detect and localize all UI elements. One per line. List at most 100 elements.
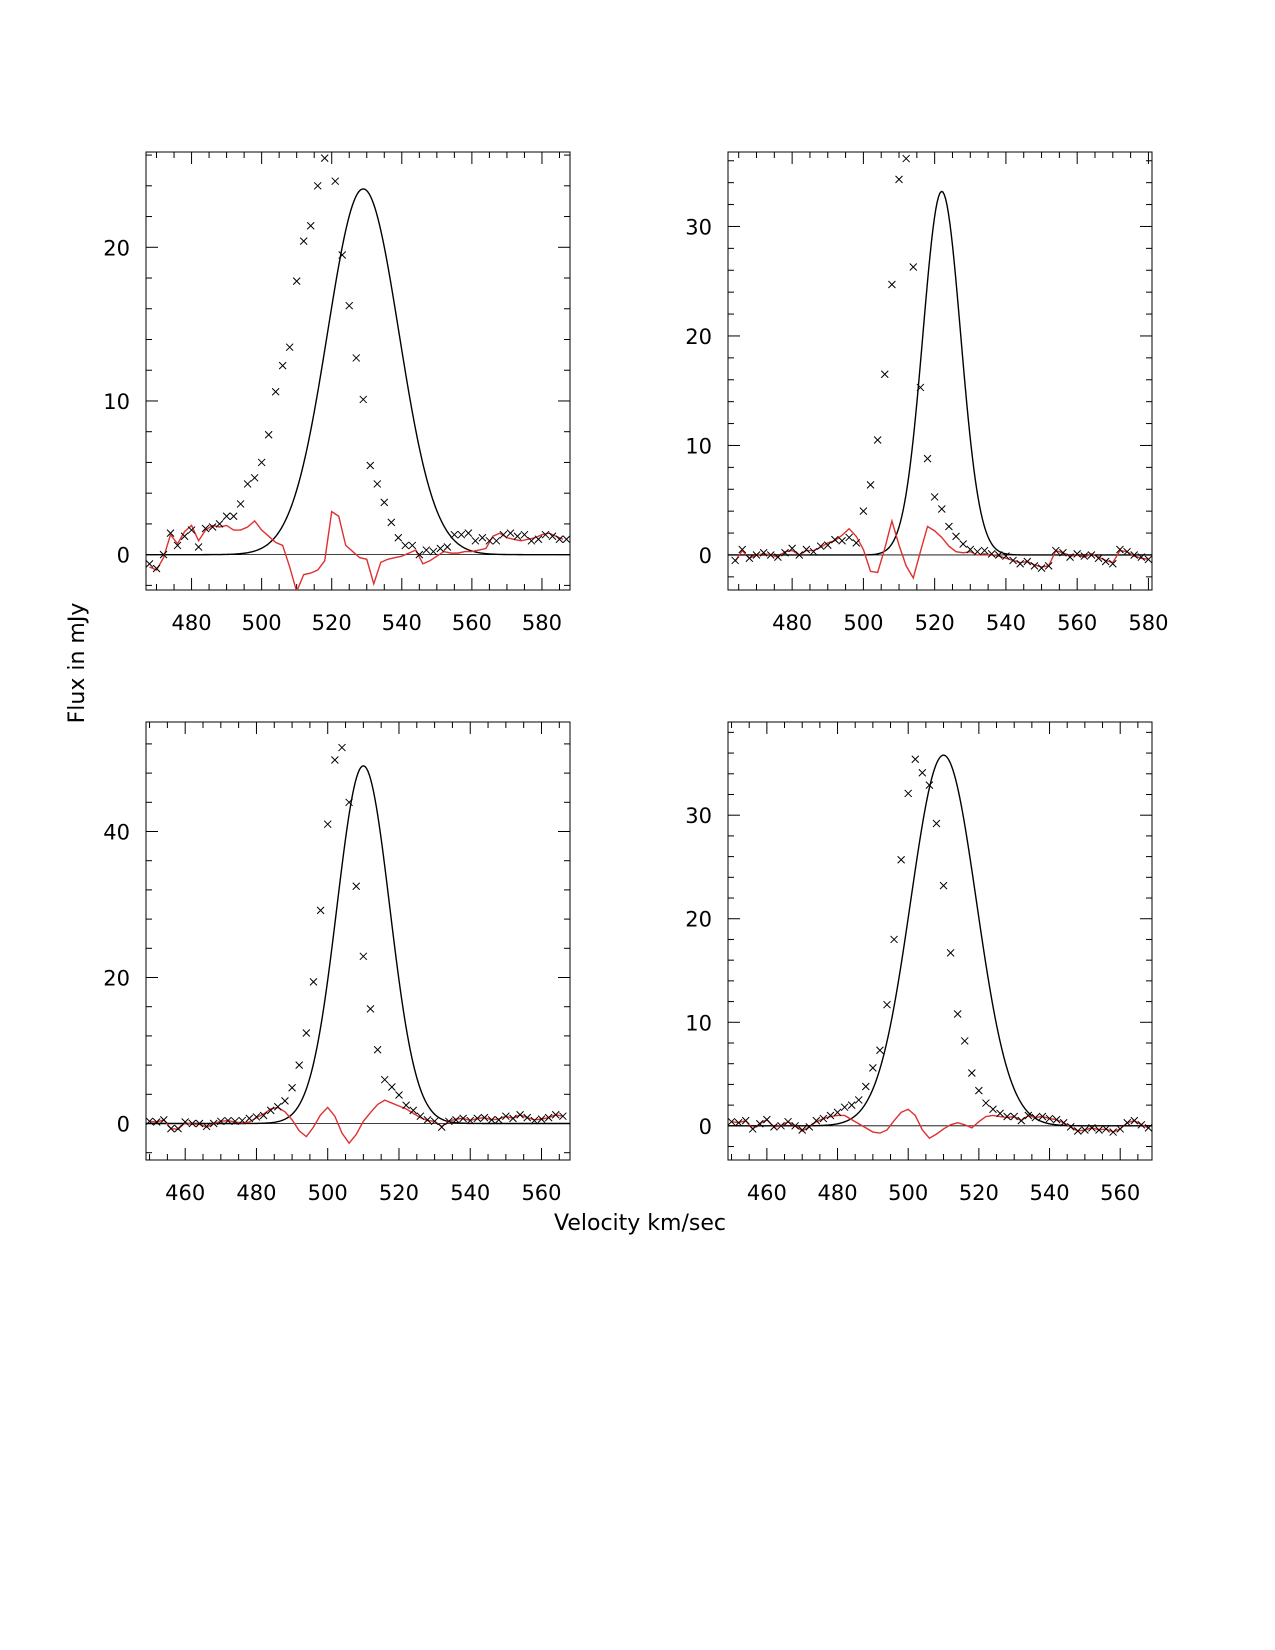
data-point: [1030, 562, 1039, 570]
data-point: [537, 1115, 546, 1123]
data-point: [302, 1029, 311, 1037]
data-point: [904, 789, 913, 798]
data-point: [1130, 551, 1139, 559]
x-tick-label: 480: [236, 1181, 276, 1205]
plot-frame: [727, 721, 1153, 1161]
data-point: [373, 1045, 382, 1054]
data-point: [939, 881, 948, 890]
data-point: [911, 755, 920, 764]
data-point: [1087, 551, 1096, 559]
data-point: [245, 1114, 254, 1123]
data-point: [777, 1121, 785, 1130]
data-point: [766, 551, 775, 559]
plot-frame: [145, 721, 571, 1161]
data-point: [373, 480, 382, 488]
data-point: [380, 1075, 389, 1084]
data-point: [952, 532, 960, 541]
data-point: [880, 370, 889, 379]
data-point: [826, 1111, 835, 1120]
data-point: [840, 1103, 849, 1112]
fit-curve: [146, 188, 570, 556]
data-point: [1088, 1124, 1096, 1132]
data-point: [352, 354, 361, 362]
data-point: [422, 546, 431, 554]
data-point: [1031, 1113, 1040, 1122]
fit-curve: [728, 754, 1152, 1127]
data-point: [480, 1113, 489, 1122]
data-point: [278, 361, 287, 370]
data-point: [1037, 564, 1046, 572]
data-point: [945, 522, 953, 531]
data-point: [288, 1083, 296, 1092]
data-point: [443, 543, 452, 551]
data-point: [1094, 554, 1103, 563]
data-point: [551, 1110, 560, 1119]
x-axis-label: Velocity km/sec: [554, 1211, 726, 1236]
data-point: [1144, 1124, 1152, 1132]
data-point: [798, 1126, 807, 1134]
fit-curve: [146, 765, 570, 1125]
residual-curve: [731, 1108, 1149, 1140]
data-point: [174, 1124, 182, 1133]
data-point: [430, 1117, 439, 1126]
data-point: [741, 1116, 750, 1125]
panels-group: 480 500 520 540 560 580 0 10 20 480 500 520 540 560 58…: [103, 151, 1168, 1205]
data-point: [502, 1112, 510, 1121]
data-point: [1052, 1115, 1061, 1124]
data-point: [925, 781, 934, 790]
data-point: [152, 564, 161, 573]
y-tick-label: 30: [685, 215, 712, 239]
data-point: [802, 545, 811, 554]
data-point: [728, 1117, 736, 1126]
data-point: [897, 855, 905, 864]
x-tick-label: 540: [382, 611, 422, 635]
data-point: [224, 1116, 232, 1125]
data-point: [1137, 553, 1146, 562]
data-point: [838, 536, 846, 545]
x-tick-label: 540: [450, 1181, 490, 1205]
data-point: [457, 530, 466, 539]
data-point: [345, 798, 353, 807]
data-point: [1003, 1112, 1011, 1121]
y-tick-label: 0: [117, 1113, 130, 1137]
data-point: [805, 1123, 814, 1131]
data-point: [812, 1116, 821, 1125]
plot-frame: [145, 151, 571, 591]
data-point: [316, 906, 325, 915]
data-point: [959, 540, 968, 548]
data-point: [1059, 1118, 1068, 1127]
data-point: [345, 301, 354, 310]
data-point: [902, 154, 911, 163]
data-point: [763, 1115, 771, 1124]
data-point: [1116, 545, 1124, 554]
plot-area: [728, 754, 1152, 1140]
data-point: [890, 935, 898, 944]
data-point: [299, 237, 308, 245]
data-point: [883, 1000, 891, 1009]
data-point: [1095, 1126, 1103, 1134]
data-point: [833, 1108, 842, 1117]
data-point: [932, 819, 941, 828]
data-point: [464, 529, 473, 537]
data-point: [946, 949, 955, 957]
data-point: [216, 1117, 225, 1126]
data-point: [1081, 1126, 1089, 1134]
data-point: [960, 1037, 969, 1045]
data-point: [1137, 1120, 1146, 1129]
data-point: [222, 512, 231, 521]
plot-area: [146, 743, 570, 1145]
data-point: [471, 536, 480, 545]
data-point: [759, 548, 768, 557]
data-point: [516, 1110, 524, 1119]
data-point: [401, 541, 410, 550]
data-point: [487, 1115, 496, 1124]
data-point: [559, 1112, 567, 1121]
data-point: [888, 280, 896, 289]
x-tick-label: 540: [1029, 1181, 1069, 1205]
data-point: [734, 1118, 743, 1127]
x-tick-label: 500: [242, 611, 282, 635]
data-point: [918, 768, 927, 777]
data-point: [509, 1114, 517, 1123]
data-point: [429, 547, 438, 556]
